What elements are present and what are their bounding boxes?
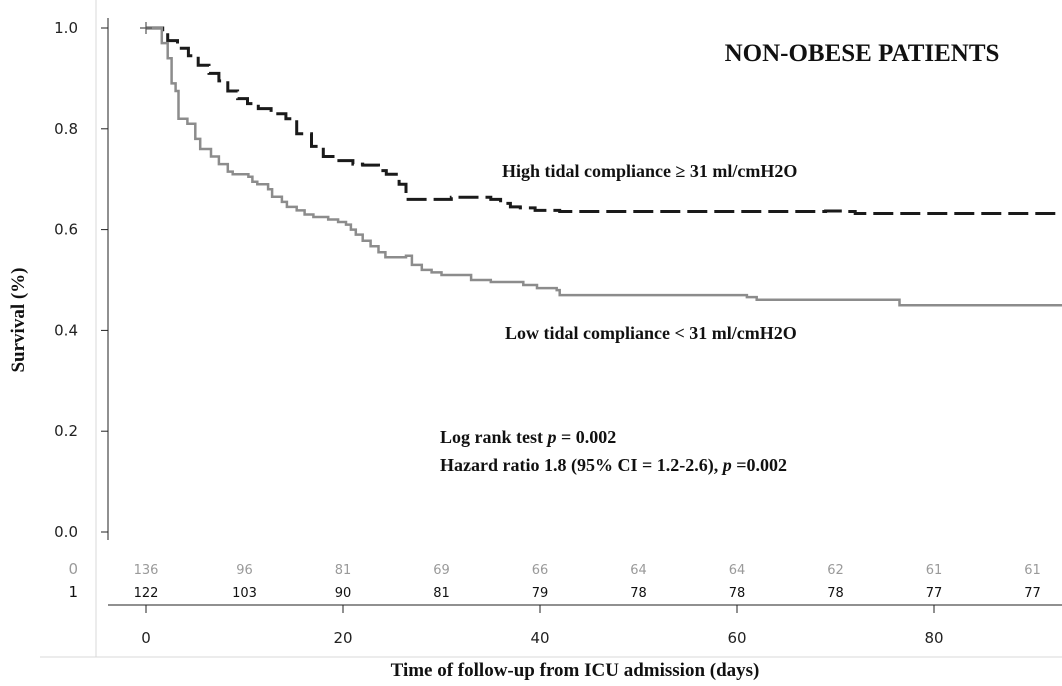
- hazard-annotation: Hazard ratio 1.8 (95% CI = 1.2-2.6), p =…: [440, 455, 787, 476]
- low-compliance-label: Low tidal compliance < 31 ml/cmH2O: [505, 323, 797, 343]
- risk-count: 61: [926, 563, 943, 578]
- logrank-prefix: Log rank test: [440, 427, 548, 447]
- y-tick-label: 0.8: [54, 120, 78, 138]
- risk-count: 78: [729, 586, 746, 601]
- series-layer: [140, 22, 1062, 307]
- risk-count: 103: [232, 586, 257, 601]
- risk-count: 69: [433, 563, 450, 578]
- risk-count: 61: [1024, 563, 1041, 578]
- y-tick-label: 0.4: [54, 321, 78, 339]
- panel-title: NON-OBESE PATIENTS: [725, 40, 1000, 67]
- y-tick-label: 0.6: [54, 221, 78, 239]
- risk-count: 62: [827, 563, 844, 578]
- y-tick-label: 0.0: [54, 523, 78, 541]
- logrank-value: = 0.002: [557, 427, 617, 447]
- risk-table: 0 136 96 81 69 66 64 64 62 61 61 1 122 103 90 81 79 78 78 7…: [68, 560, 1040, 601]
- high-compliance-label: High tidal compliance ≥ 31 ml/cmH2O: [502, 161, 797, 181]
- risk-count: 81: [335, 563, 352, 578]
- hazard-value: =0.002: [732, 455, 787, 475]
- hazard-p-symbol: p: [721, 455, 732, 475]
- y-axis-label: Survival (%): [8, 267, 29, 372]
- risk-count: 77: [926, 586, 943, 601]
- risk-row-label: 0: [68, 560, 78, 578]
- low-compliance-curve: [146, 26, 1062, 307]
- risk-count: 78: [630, 586, 647, 601]
- risk-count: 64: [729, 563, 746, 578]
- x-axis-label: Time of follow-up from ICU admission (da…: [391, 660, 760, 681]
- high-compliance-curve: [146, 26, 1062, 215]
- risk-count: 122: [134, 586, 159, 601]
- risk-count: 90: [335, 586, 352, 601]
- x-tick-label: 80: [924, 629, 943, 647]
- logrank-p-symbol: p: [546, 427, 557, 447]
- x-tick-label: 20: [333, 629, 352, 647]
- hazard-text: Hazard ratio 1.8 (95% CI = 1.2-2.6),: [440, 455, 723, 476]
- x-tick-label: 60: [727, 629, 746, 647]
- x-axis-ticks: 0 20 40 60 80: [141, 605, 944, 647]
- risk-count: 77: [1024, 586, 1041, 601]
- risk-count: 66: [532, 563, 549, 578]
- risk-count: 136: [134, 563, 159, 578]
- x-tick-label: 0: [141, 629, 151, 647]
- risk-row-label: 1: [68, 583, 78, 601]
- risk-count: 79: [532, 586, 549, 601]
- risk-count: 64: [630, 563, 647, 578]
- censor-mark: [140, 22, 152, 34]
- y-axis-ticks: 0.0 0.2 0.4 0.6 0.8 1.0: [54, 19, 108, 541]
- y-tick-label: 1.0: [54, 19, 78, 37]
- logrank-annotation: Log rank test p = 0.002: [440, 427, 616, 447]
- risk-count: 78: [827, 586, 844, 601]
- y-tick-label: 0.2: [54, 422, 78, 440]
- x-tick-label: 40: [530, 629, 549, 647]
- risk-count: 81: [433, 586, 450, 601]
- risk-count: 96: [236, 563, 253, 578]
